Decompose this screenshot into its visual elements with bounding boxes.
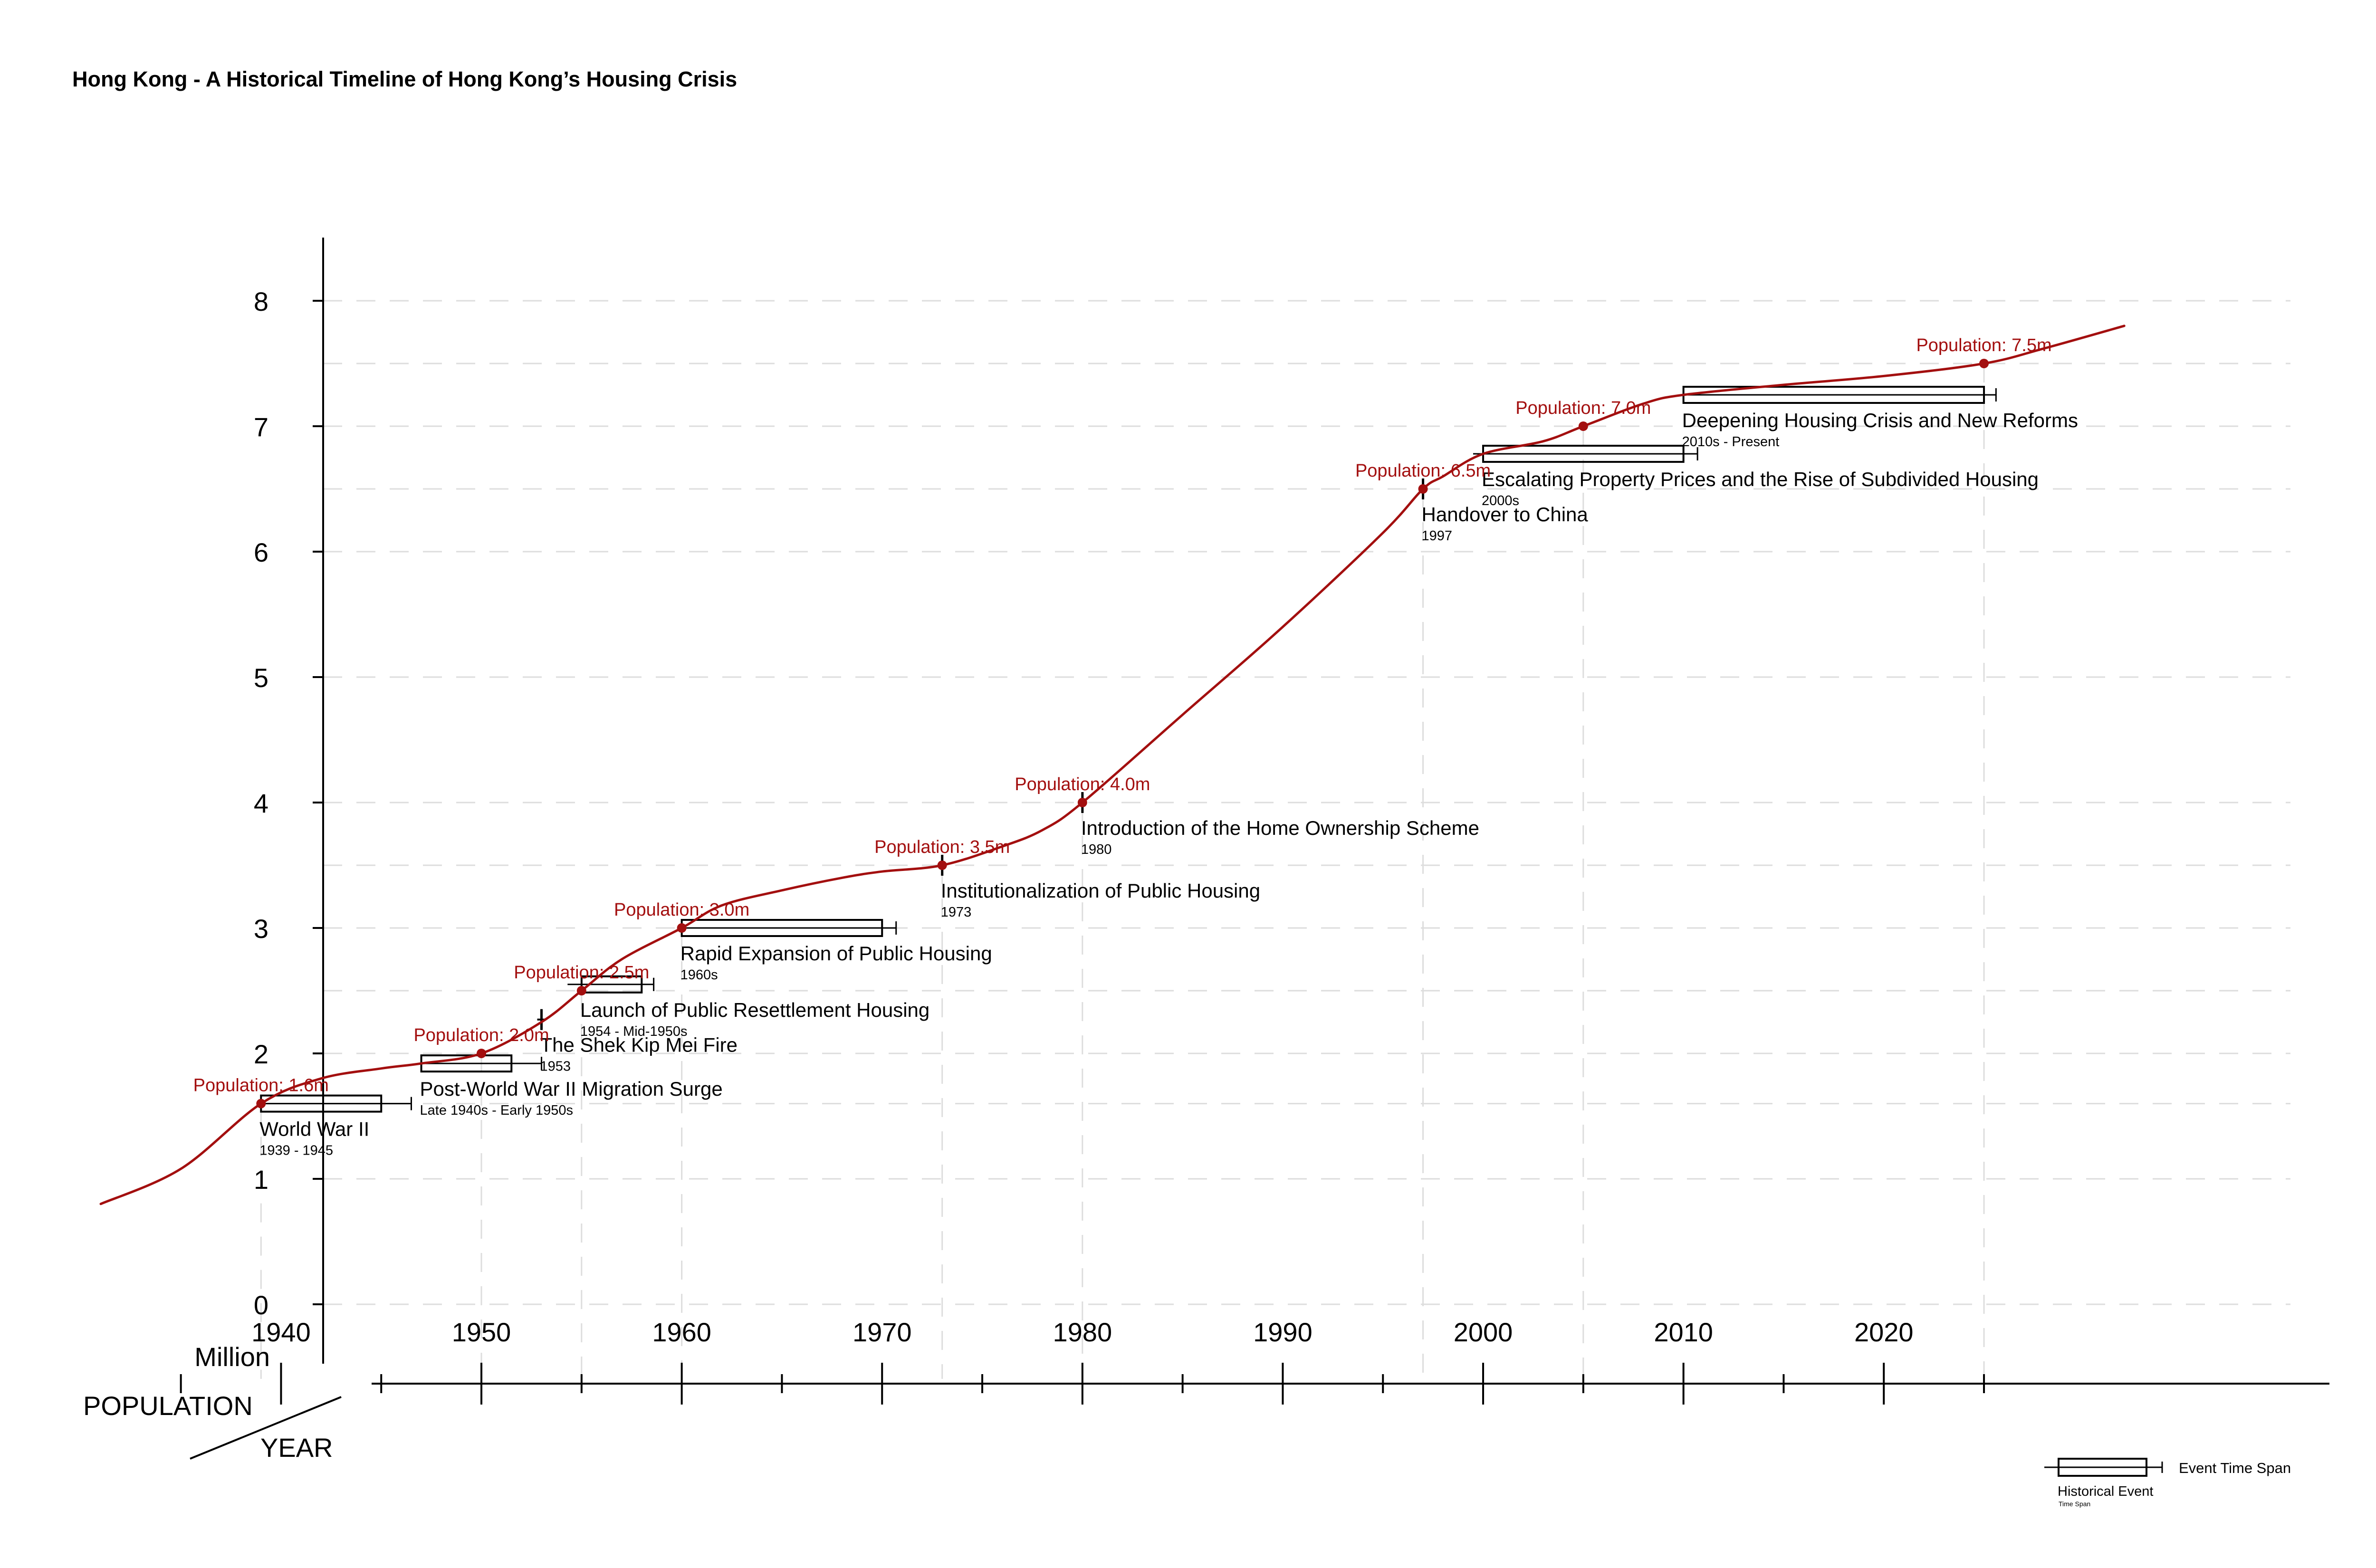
event-title-2: The Shek Kip Mei Fire: [540, 1034, 738, 1056]
event-boxes: [260, 386, 1997, 1113]
axis-corner-year: YEAR: [260, 1433, 333, 1463]
event-period-1: Late 1940s - Early 1950s: [420, 1103, 573, 1118]
event-title-1: Post-World War II Migration Surge: [420, 1078, 723, 1100]
population-label-5: Population: 4.0m: [1015, 774, 1150, 794]
chart-labels: World War II 1939 - 1945 Post-World War II…: [193, 335, 2078, 1158]
population-label-6: Population: 6.5m: [1355, 461, 1491, 481]
x-tick-label: 2010: [1654, 1317, 1713, 1347]
legend-caption: Historical Event: [2058, 1484, 2153, 1499]
axis-corner-divider: [190, 1396, 342, 1460]
grid-lines: [260, 300, 2290, 1379]
event-period-0: 1939 - 1945: [259, 1143, 333, 1158]
event-period-8: 2000s: [1482, 493, 1519, 508]
event-period-9: 2010s - Present: [1682, 434, 1780, 449]
legend-subcaption: Time Span: [2059, 1500, 2090, 1508]
x-tick-label: 1940: [251, 1317, 311, 1347]
population-marker-7: [1578, 421, 1588, 431]
event-title-0: World War II: [259, 1118, 369, 1140]
event-period-4: 1960s: [680, 967, 718, 983]
event-period-2: 1953: [540, 1059, 571, 1074]
event-title-3: Launch of Public Resettlement Housing: [580, 999, 929, 1021]
population-marker-4: [937, 860, 947, 870]
y-axis-label: Million: [194, 1342, 270, 1372]
event-title-6: Introduction of the Home Ownership Schem…: [1081, 817, 1479, 839]
x-tick-label: 1980: [1053, 1317, 1112, 1347]
x-tick-label: 1970: [853, 1317, 912, 1347]
population-label-7: Population: 7.0m: [1515, 398, 1651, 418]
x-tick-label: 1960: [652, 1317, 711, 1347]
population-label-8: Population: 7.5m: [1916, 335, 2051, 355]
population-marker-5: [1077, 798, 1087, 807]
population-label-3: Population: 3.0m: [614, 900, 749, 920]
population-marker-1: [477, 1049, 487, 1058]
x-tick-label: 1950: [452, 1317, 511, 1347]
y-tick-label: 0: [254, 1290, 268, 1320]
population-label-2: Population: 2.5m: [514, 963, 649, 983]
event-title-5: Institutionalization of Public Housing: [941, 880, 1260, 902]
y-tick-label: 4: [254, 788, 268, 818]
y-tick-label: 6: [254, 537, 268, 567]
y-tick-label: 1: [254, 1165, 268, 1195]
x-tick-label: 2000: [1454, 1317, 1513, 1347]
population-marker-3: [677, 923, 687, 933]
event-box-3: [580, 975, 643, 994]
x-tick-label: 2020: [1854, 1317, 1914, 1347]
y-tick-label: 3: [254, 914, 268, 944]
event-period-3: 1954 - Mid-1950s: [580, 1024, 688, 1039]
y-tick-label: 7: [254, 412, 268, 442]
x-tick-label: 1990: [1253, 1317, 1313, 1347]
chart-title: Hong Kong - A Historical Timeline of Hon…: [72, 67, 737, 91]
population-marker-8: [1979, 359, 1989, 368]
event-period-7: 1997: [1422, 528, 1453, 544]
population-marker-6: [1418, 484, 1428, 494]
event-title-4: Rapid Expansion of Public Housing: [680, 942, 992, 965]
population-marker-2: [576, 986, 586, 995]
legend-box: [2058, 1458, 2147, 1477]
event-title-7: Handover to China: [1422, 503, 1589, 526]
population-label-1: Population: 2.0m: [413, 1025, 549, 1045]
axis-corner-population: POPULATION: [83, 1391, 253, 1421]
population-label-4: Population: 3.5m: [874, 837, 1010, 857]
event-title-9: Deepening Housing Crisis and New Reforms: [1682, 409, 2078, 431]
y-tick-label: 2: [254, 1039, 268, 1069]
population-marker-0: [256, 1099, 266, 1109]
event-period-5: 1973: [941, 905, 972, 920]
population-label-0: Population: 1.6m: [193, 1076, 329, 1096]
population-curve: [99, 325, 2126, 1205]
y-tick-label: 5: [254, 663, 268, 693]
population-markers: [256, 359, 1989, 1109]
legend-label: Event Time Span: [2179, 1460, 2291, 1476]
event-period-6: 1980: [1081, 842, 1112, 857]
event-title-8: Escalating Property Prices and the Rise …: [1482, 468, 2039, 490]
y-tick-label: 8: [254, 287, 268, 316]
